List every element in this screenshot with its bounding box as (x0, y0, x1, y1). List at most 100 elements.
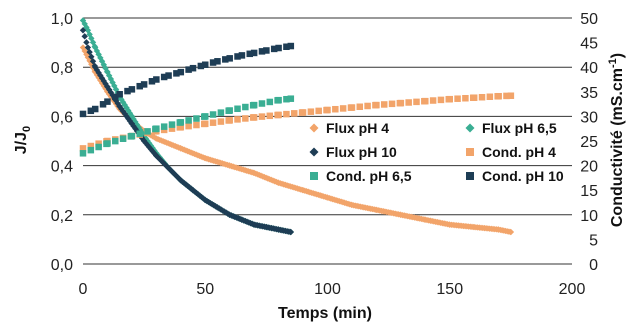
data-point-diamond (93, 47, 101, 55)
series-5 (79, 42, 295, 118)
data-point-square (177, 123, 185, 131)
data-point-diamond (123, 104, 130, 111)
y-left-tick-label: 1,0 (51, 11, 73, 28)
data-point-square (104, 140, 111, 147)
data-point-square (437, 96, 445, 104)
data-point-square (332, 105, 339, 113)
data-point-diamond (309, 147, 319, 157)
data-point-square (168, 125, 176, 132)
data-point-square (104, 98, 111, 105)
data-point-square (307, 108, 315, 115)
data-point-square (165, 72, 172, 79)
data-point-square (266, 98, 274, 106)
y-right-tick-label: 25 (580, 134, 598, 151)
x-tick-label: 0 (79, 281, 88, 298)
data-point-square (283, 95, 290, 103)
legend-item: Flux pH 4 (309, 120, 389, 136)
data-point-square (202, 113, 209, 120)
data-point-square (299, 109, 307, 116)
data-point-square (140, 81, 148, 88)
data-point-square (348, 104, 356, 111)
data-point-square (270, 45, 278, 53)
data-point-square (185, 117, 192, 124)
data-point-square (209, 59, 217, 66)
data-point-square (177, 68, 185, 76)
data-point-diamond (83, 39, 90, 46)
y-right-tick-label: 45 (580, 36, 598, 53)
data-point-square (454, 95, 461, 102)
x-tick-label: 150 (436, 281, 463, 298)
data-point-square (495, 92, 502, 100)
data-point-square (478, 93, 486, 101)
data-point-square (310, 172, 318, 180)
data-point-diamond (104, 68, 111, 76)
data-point-square (226, 107, 233, 114)
data-point-square (128, 132, 136, 140)
data-point-diamond (81, 33, 88, 40)
y-right-axis-title-close: ) (609, 53, 626, 58)
y-right-tick-label: 10 (580, 208, 598, 225)
data-point-diamond (97, 72, 104, 79)
data-point-square (226, 117, 233, 124)
y-left-axis-title-main: J/J (13, 132, 30, 154)
data-point-square (222, 56, 229, 63)
data-point-square (234, 116, 241, 123)
y-right-tick-label: 5 (589, 232, 598, 249)
legend-item: Flux pH 6,5 (465, 120, 557, 136)
x-tick-label: 100 (314, 281, 341, 298)
data-point-square (258, 100, 266, 107)
data-point-diamond (465, 123, 475, 133)
data-point-diamond (100, 61, 107, 68)
y-left-tick-label: 0,4 (51, 159, 73, 176)
data-point-square (112, 137, 119, 145)
data-point-square (189, 64, 197, 72)
data-point-square (246, 50, 253, 58)
data-point-diamond (287, 228, 295, 236)
data-point-square (242, 115, 249, 122)
data-point-diamond (98, 58, 106, 65)
data-point-square (364, 102, 371, 110)
data-point-diamond (126, 110, 134, 117)
data-point-diamond (104, 88, 111, 95)
data-point-diamond (83, 51, 90, 58)
data-point-square (209, 119, 217, 126)
data-point-square (263, 47, 270, 54)
data-point-square (339, 105, 347, 112)
data-point-diamond (92, 68, 99, 76)
data-point-square (238, 52, 246, 59)
data-point-diamond (135, 124, 142, 131)
data-point-diamond (102, 64, 109, 72)
data-point-diamond (89, 58, 97, 65)
legend: Flux pH 4 Flux pH 6,5 Flux pH 10 Cond. pH 4… (309, 120, 564, 184)
y-left-tick-label: 0,6 (51, 109, 73, 126)
data-point-square (144, 128, 151, 135)
data-point-square (315, 107, 322, 115)
data-point-diamond (128, 120, 136, 127)
data-point-square (136, 130, 143, 137)
data-point-diamond (81, 47, 88, 55)
data-point-square (275, 111, 282, 119)
gridlines (83, 17, 572, 216)
y-left-tick-label: 0,2 (51, 208, 73, 225)
data-point-square (168, 121, 176, 128)
legend-item: Cond. pH 4 (466, 144, 556, 160)
data-point-square (217, 109, 225, 116)
data-series (79, 17, 515, 236)
data-point-square (470, 94, 478, 101)
data-point-square (79, 145, 87, 152)
y-right-tick-label: 40 (580, 60, 598, 77)
data-point-square (160, 123, 168, 130)
legend-label: Cond. pH 6,5 (326, 168, 412, 184)
legend-item: Cond. pH 10 (466, 168, 564, 184)
tick-labels: 0,0 0,2 0,4 0,6 0,8 1,0 0 5 10 15 20 25 30 35 40 45 50 0 5… (51, 11, 598, 298)
data-point-square (185, 66, 192, 73)
data-point-square (116, 91, 123, 98)
data-point-square (290, 110, 298, 117)
data-point-square (503, 92, 510, 100)
data-point-square (373, 101, 380, 109)
data-point-square (250, 114, 258, 121)
data-point-square (356, 103, 364, 111)
y-right-axis-title-main: Conductivité (mS.cm (609, 68, 626, 227)
data-point-square (185, 122, 192, 130)
data-point-square (283, 43, 290, 51)
